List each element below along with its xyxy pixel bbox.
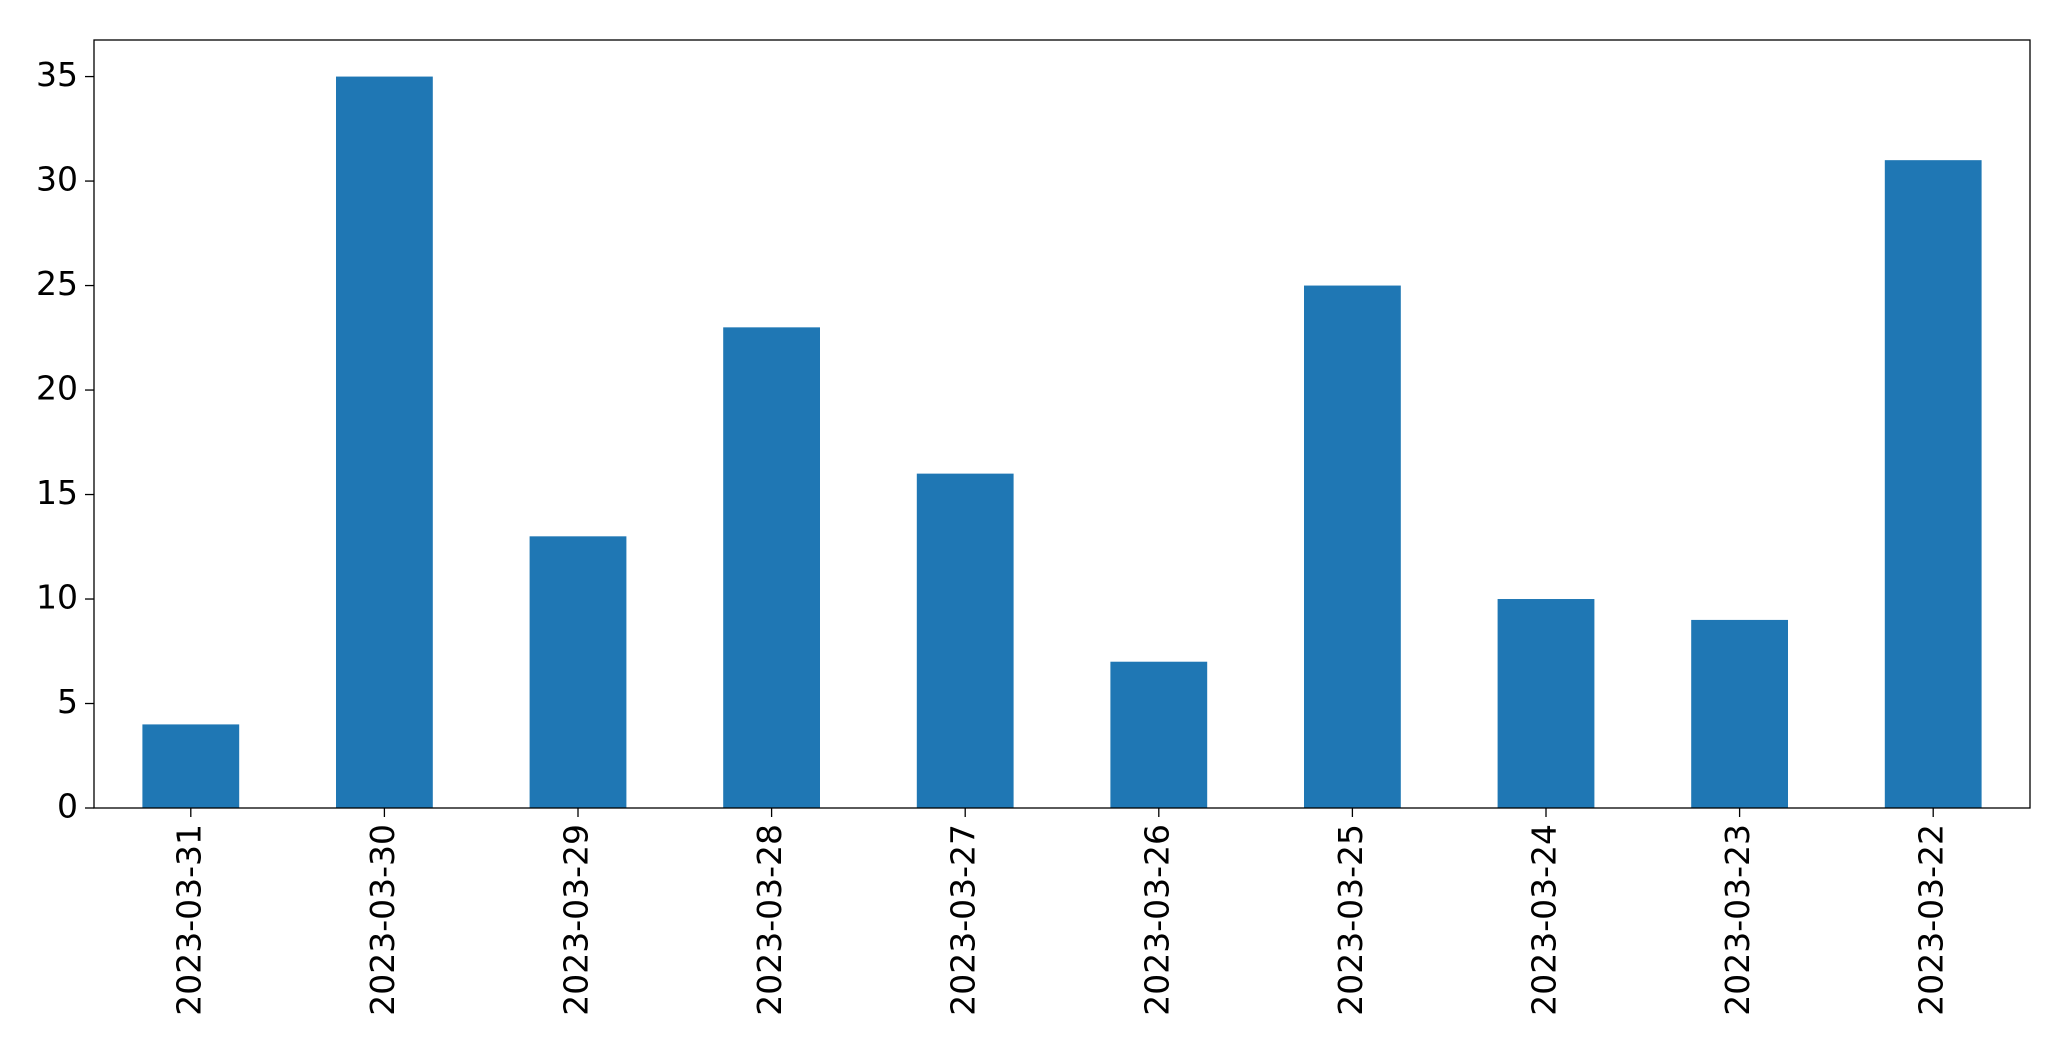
x-tick-label: 2023-03-26	[1137, 824, 1176, 1016]
x-tick-label: 2023-03-29	[557, 824, 596, 1016]
y-tick-label: 20	[36, 369, 78, 408]
y-tick-label: 15	[36, 473, 78, 512]
x-tick-label: 2023-03-23	[1718, 824, 1757, 1016]
bar	[142, 724, 240, 808]
bar	[1304, 285, 1401, 808]
y-tick-label: 0	[57, 787, 78, 826]
bar	[336, 76, 433, 809]
x-tick-label: 2023-03-30	[363, 824, 402, 1016]
bar	[529, 536, 627, 808]
y-tick-label: 30	[36, 160, 78, 199]
y-tick-label: 35	[36, 55, 78, 94]
x-tick-label: 2023-03-24	[1525, 824, 1564, 1016]
x-tick-label: 2023-03-31	[169, 824, 208, 1016]
bar	[1497, 599, 1595, 808]
x-tick-label: 2023-03-25	[1331, 824, 1370, 1016]
bar	[723, 327, 820, 808]
bar	[1884, 160, 1982, 808]
y-tick-label: 5	[57, 682, 78, 721]
x-tick-label: 2023-03-22	[1912, 824, 1951, 1016]
y-tick-label: 10	[36, 578, 78, 617]
plot-frame	[93, 39, 2031, 809]
y-tick-label: 25	[36, 264, 78, 303]
x-tick-label: 2023-03-27	[944, 824, 983, 1016]
bar	[1691, 619, 1788, 808]
bar	[916, 473, 1014, 808]
x-tick-label: 2023-03-28	[750, 824, 789, 1016]
bar	[1110, 661, 1208, 808]
